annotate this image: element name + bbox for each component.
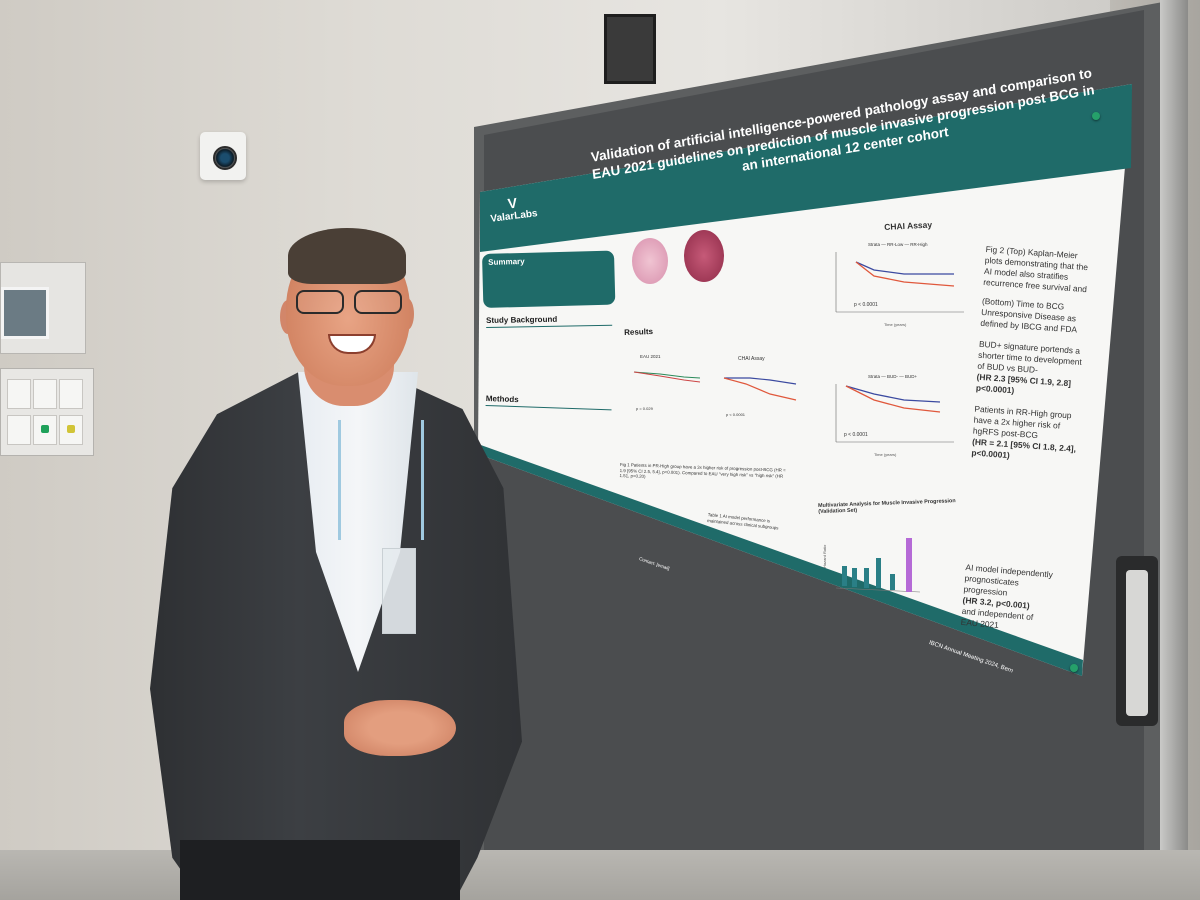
glasses-lens (296, 290, 344, 314)
bar (852, 568, 857, 587)
lanyard (338, 420, 424, 540)
eau-plot-title: EAU 2021 (640, 354, 661, 359)
chai-low-line (724, 377, 797, 385)
board-frame (1160, 0, 1188, 900)
pval-eau: p = 0.029 (636, 406, 654, 411)
bar-ai-model (906, 538, 912, 592)
time-label-bottom: Time (years) (874, 452, 897, 457)
section-rule (486, 324, 613, 328)
door-frame (604, 14, 656, 84)
large-km-plots: Strata — RR-Low — RR-High p < 0.0001 Tim… (835, 242, 964, 457)
results-section: Results (624, 327, 653, 337)
pval-bottom: p < 0.0001 (844, 432, 868, 438)
man-trousers (180, 840, 460, 900)
legend-top: Strata — RR-Low — RR-High (868, 242, 928, 247)
fig2-text-block: Fig 2 (Top) Kaplan-Meier plots demonstra… (971, 244, 1096, 466)
rr-high-line (855, 261, 955, 287)
push-pin (1070, 664, 1078, 672)
panel-screen (1, 287, 49, 339)
valarlabs-v-logo: V ValarLabs (488, 192, 538, 225)
small-km-plots: EAU 2021 p = 0.029 CHAI Assay p < 0.0001 (633, 354, 797, 417)
results-heading: Results (624, 326, 654, 337)
glasses-lens (354, 290, 402, 314)
light-switch-panel (0, 368, 94, 456)
hazard-ratio-bar-chart: Hazard Ratio (822, 538, 921, 593)
chai-small-title: CHAI Assay (738, 356, 765, 362)
man-hair (288, 228, 406, 284)
motion-sensor-icon (200, 132, 246, 180)
bud-minus-line (845, 385, 941, 403)
study-background-heading: Study Background (486, 314, 558, 325)
summary-heading: Summary (488, 256, 525, 267)
pval-chai-small: p < 0.0001 (726, 412, 746, 417)
name-badge (382, 548, 416, 634)
fig2-caption-bottom: (Bottom) Time to BCG Unresponsive Diseas… (980, 295, 1078, 335)
study-background-section: Study Background (486, 314, 613, 330)
hazard-ratio-label: Hazard Ratio (822, 544, 827, 568)
switch (33, 379, 57, 409)
switch (59, 415, 83, 445)
rr-low-line (855, 261, 954, 275)
eau-line-1 (633, 371, 701, 379)
wall-control-panel (0, 262, 86, 354)
push-pin (1092, 112, 1100, 120)
eau-line-2 (633, 371, 701, 383)
legend-bottom: Strata — BUD- — BUD+ (868, 374, 918, 379)
fig2-caption: Fig 2 (Top) Kaplan-Meier plots demonstra… (983, 244, 1089, 295)
bar (890, 574, 895, 590)
ai-model-text-block: AI model independently prognosticates pr… (960, 562, 1055, 636)
bar (842, 566, 847, 586)
switch (59, 379, 83, 409)
bar (864, 568, 869, 588)
board-clamp (1116, 556, 1158, 726)
glasses (296, 290, 406, 314)
pval-top: p < 0.0001 (854, 302, 878, 308)
histology-slide-zoom-image (684, 230, 724, 282)
chai-high-line (723, 377, 797, 401)
bud-plus-line (845, 385, 941, 413)
summary-box: Summary (482, 250, 616, 308)
bar (876, 558, 881, 588)
switch (7, 379, 31, 409)
man-hands (344, 700, 456, 756)
switch (33, 415, 57, 445)
histology-slide-image (632, 238, 668, 284)
time-label-top: Time (years) (884, 322, 907, 327)
switch (7, 415, 31, 445)
